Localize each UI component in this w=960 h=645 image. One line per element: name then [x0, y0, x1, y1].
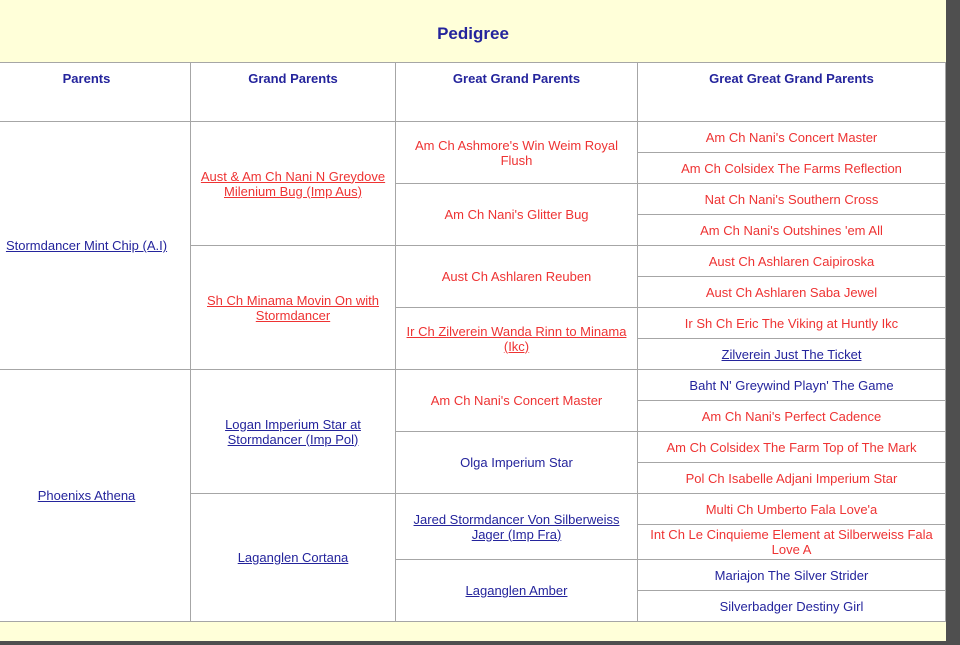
table-row: Am Ch Nani's Perfect Cadence	[0, 400, 946, 432]
great-great-grand-parent-name: Ir Sh Ch Eric The Viking at Huntly Ikc	[684, 315, 899, 331]
great-great-grand-parent-cell: Am Ch Colsidex The Farm Top of The Mark	[637, 431, 946, 463]
great-grand-parent-cell: Am Ch Ashmore's Win Weim Royal Flush	[395, 121, 638, 184]
table-row: Stormdancer Mint Chip (A.I) Aust & Am Ch…	[0, 121, 946, 370]
great-great-grand-parent-cell: Int Ch Le Cinquieme Element at Silberwei…	[637, 524, 946, 560]
column-header-great-grand-parents: Great Grand Parents	[395, 62, 638, 122]
table-row: Laganglen Amber Mariajon The Silver Stri…	[0, 559, 946, 622]
great-grand-parent-cell: Aust Ch Ashlaren Reuben	[395, 245, 638, 308]
great-great-grand-parent-cell: Zilverein Just The Ticket	[637, 338, 946, 370]
column-header-great-great-grand-parents: Great Great Grand Parents	[637, 62, 946, 122]
table-row: Phoenixs Athena Logan Imperium Star at S…	[0, 369, 946, 622]
parent-link[interactable]: Stormdancer Mint Chip (A.I)	[5, 238, 168, 253]
great-great-grand-parent-cell: Baht N' Greywind Playn' The Game	[637, 369, 946, 401]
parent-cell: Stormdancer Mint Chip (A.I)	[0, 121, 191, 370]
great-great-grand-parent-name: Am Ch Nani's Concert Master	[705, 129, 878, 145]
grand-parent-cell: Logan Imperium Star at Stormdancer (Imp …	[190, 369, 396, 494]
great-grand-parent-cell: Laganglen Amber	[395, 559, 638, 622]
column-header-parents: Parents	[0, 62, 191, 122]
great-great-grand-parent-name: Int Ch Le Cinquieme Element at Silberwei…	[650, 527, 933, 557]
table-row: Aust Ch Ashlaren Saba Jewel	[0, 276, 946, 308]
column-header-grand-parents: Grand Parents	[190, 62, 396, 122]
great-grand-parent-cell: Ir Ch Zilverein Wanda Rinn to Minama (Ik…	[395, 307, 638, 370]
table-row: Ir Ch Zilverein Wanda Rinn to Minama (Ik…	[0, 307, 946, 370]
great-grand-parent-name: Am Ch Nani's Glitter Bug	[444, 207, 589, 222]
table-row: Pol Ch Isabelle Adjani Imperium Star	[0, 462, 946, 494]
great-great-grand-parent-name: Nat Ch Nani's Southern Cross	[704, 191, 879, 207]
great-great-grand-parent-cell: Am Ch Colsidex The Farms Reflection	[637, 152, 946, 184]
table-row: Am Ch Nani's Outshines 'em All	[0, 214, 946, 246]
table-row: Laganglen Cortana Jared Stormdancer Von …	[0, 493, 946, 622]
pedigree-page: Pedigree Parents Grand Parents Great Gra…	[0, 0, 946, 641]
grand-parent-link[interactable]: Sh Ch Minama Movin On with Stormdancer	[207, 292, 379, 323]
great-great-grand-parent-cell: Am Ch Nani's Concert Master	[637, 121, 946, 153]
grand-parent-cell: Sh Ch Minama Movin On with Stormdancer	[190, 245, 396, 370]
great-great-grand-parent-cell: Nat Ch Nani's Southern Cross	[637, 183, 946, 215]
great-great-grand-parent-cell: Ir Sh Ch Eric The Viking at Huntly Ikc	[637, 307, 946, 339]
great-grand-parent-link[interactable]: Jared Stormdancer Von Silberweiss Jager …	[413, 511, 620, 542]
great-great-grand-parent-name: Am Ch Colsidex The Farm Top of The Mark	[666, 439, 917, 455]
great-great-grand-parent-cell: Am Ch Nani's Outshines 'em All	[637, 214, 946, 246]
table-row: Sh Ch Minama Movin On with Stormdancer A…	[0, 245, 946, 370]
great-great-grand-parent-link[interactable]: Zilverein Just The Ticket	[721, 346, 862, 362]
great-grand-parent-link[interactable]: Ir Ch Zilverein Wanda Rinn to Minama (Ik…	[406, 323, 627, 354]
great-grand-parent-name: Aust Ch Ashlaren Reuben	[441, 269, 592, 284]
great-great-grand-parent-name: Silverbadger Destiny Girl	[719, 598, 864, 614]
parent-cell: Phoenixs Athena	[0, 369, 191, 622]
grand-parent-link[interactable]: Logan Imperium Star at Stormdancer (Imp …	[225, 416, 361, 447]
great-great-grand-parent-name: Am Ch Nani's Perfect Cadence	[701, 408, 882, 424]
great-great-grand-parent-cell: Silverbadger Destiny Girl	[637, 590, 946, 622]
great-great-grand-parent-cell: Multi Ch Umberto Fala Love'a	[637, 493, 946, 525]
parent-link[interactable]: Phoenixs Athena	[37, 488, 136, 503]
great-grand-parent-cell: Jared Stormdancer Von Silberweiss Jager …	[395, 493, 638, 560]
grand-parent-cell: Aust & Am Ch Nani N Greydove Milenium Bu…	[190, 121, 396, 246]
great-grand-parent-cell: Olga Imperium Star	[395, 431, 638, 494]
great-grand-parent-cell: Am Ch Nani's Concert Master	[395, 369, 638, 432]
table-row: Am Ch Colsidex The Farms Reflection	[0, 152, 946, 184]
great-great-grand-parent-name: Aust Ch Ashlaren Saba Jewel	[705, 284, 878, 300]
header-row: Parents Grand Parents Great Grand Parent…	[0, 62, 946, 122]
great-great-grand-parent-name: Am Ch Colsidex The Farms Reflection	[681, 160, 902, 176]
great-great-grand-parent-cell: Aust Ch Ashlaren Saba Jewel	[637, 276, 946, 308]
great-great-grand-parent-name: Pol Ch Isabelle Adjani Imperium Star	[685, 470, 898, 486]
pedigree-table: Parents Grand Parents Great Grand Parent…	[0, 62, 946, 622]
great-great-grand-parent-name: Multi Ch Umberto Fala Love'a	[705, 501, 878, 517]
great-grand-parent-link[interactable]: Laganglen Amber	[465, 583, 568, 598]
great-great-grand-parent-cell: Mariajon The Silver Strider	[637, 559, 946, 591]
great-great-grand-parent-cell: Aust Ch Ashlaren Caipiroska	[637, 245, 946, 277]
title-band: Pedigree	[0, 0, 946, 62]
great-great-grand-parent-name: Mariajon The Silver Strider	[714, 567, 869, 583]
grand-parent-link[interactable]: Laganglen Cortana	[237, 550, 349, 565]
great-great-grand-parent-name: Am Ch Nani's Outshines 'em All	[700, 222, 883, 238]
great-great-grand-parent-cell: Am Ch Nani's Perfect Cadence	[637, 400, 946, 432]
table-row: Silverbadger Destiny Girl	[0, 590, 946, 622]
great-great-grand-parent-cell: Pol Ch Isabelle Adjani Imperium Star	[637, 462, 946, 494]
great-grand-parent-name: Am Ch Nani's Concert Master	[430, 393, 603, 408]
great-grand-parent-name: Olga Imperium Star	[460, 455, 573, 470]
table-row: Olga Imperium Star Am Ch Colsidex The Fa…	[0, 431, 946, 494]
grand-parent-link[interactable]: Aust & Am Ch Nani N Greydove Milenium Bu…	[200, 168, 386, 199]
great-grand-parent-name: Am Ch Ashmore's Win Weim Royal Flush	[414, 137, 619, 168]
grand-parent-cell: Laganglen Cortana	[190, 493, 396, 622]
great-grand-parent-cell: Am Ch Nani's Glitter Bug	[395, 183, 638, 246]
table-row: Zilverein Just The Ticket	[0, 338, 946, 370]
great-great-grand-parent-name: Baht N' Greywind Playn' The Game	[689, 377, 894, 393]
page-title: Pedigree	[437, 24, 509, 43]
great-great-grand-parent-name: Aust Ch Ashlaren Caipiroska	[708, 253, 875, 269]
